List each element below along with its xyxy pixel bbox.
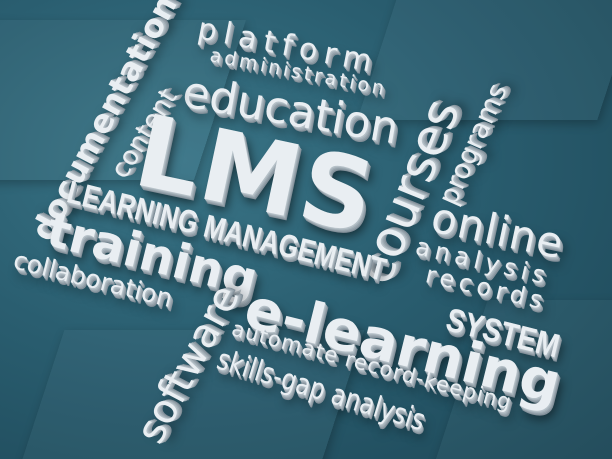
word-cloud-scene: platform administration education docume… <box>0 0 612 459</box>
